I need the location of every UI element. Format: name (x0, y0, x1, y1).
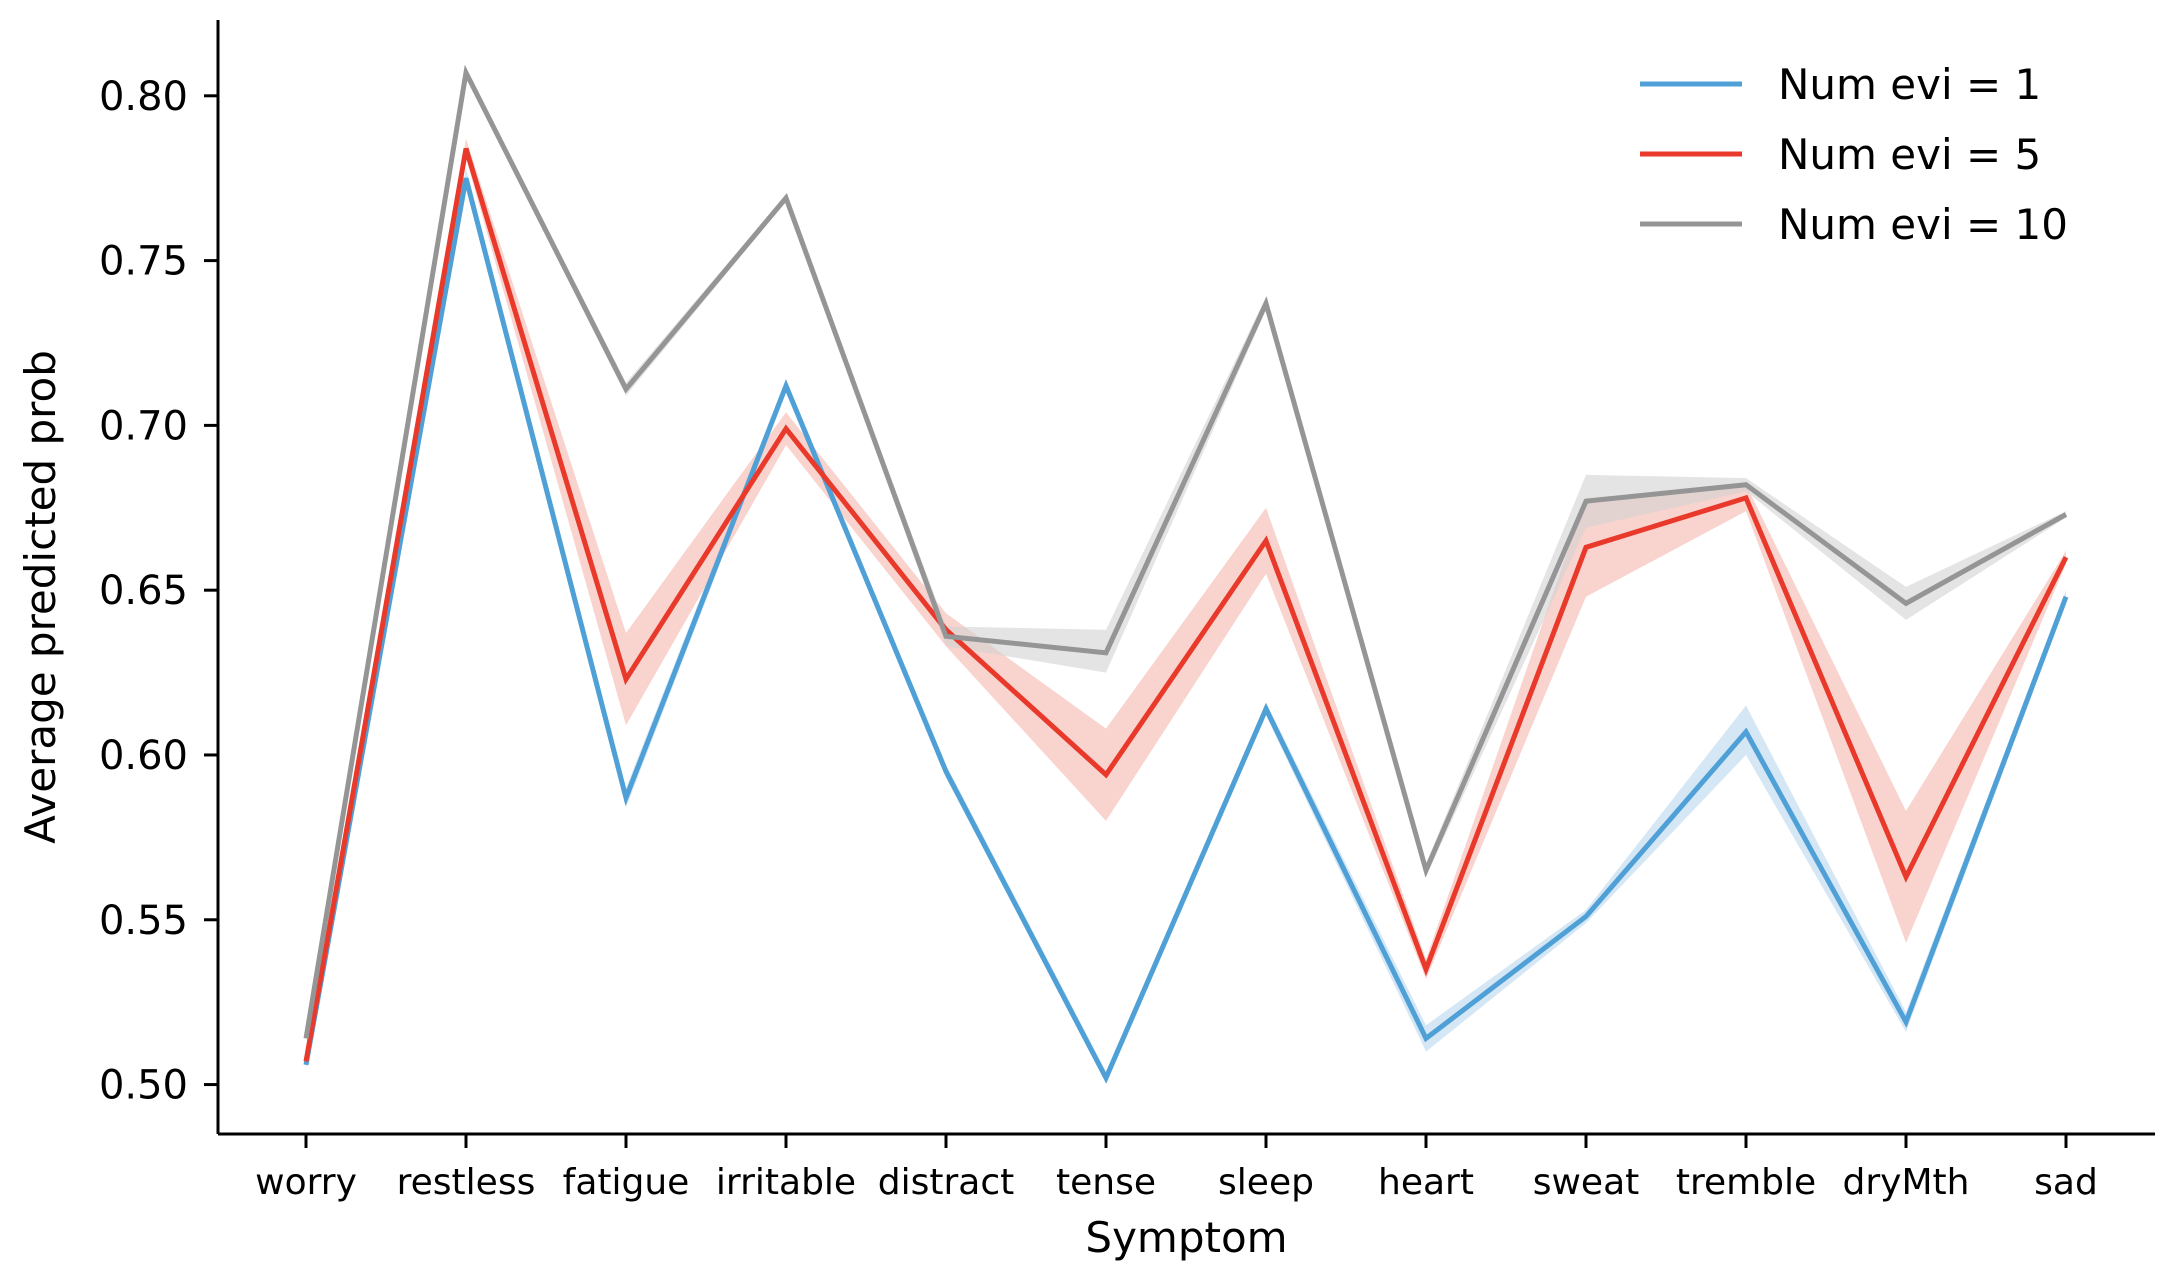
line-series-1 (303, 177, 2069, 1084)
x-tick-label: sleep (1218, 1162, 1314, 1203)
x-tick-label: sweat (1533, 1162, 1640, 1203)
y-tick-label: 0.70 (99, 403, 188, 449)
x-tick-label: distract (878, 1162, 1015, 1203)
x-tick-label: dryMth (1843, 1162, 1970, 1203)
x-tick-label: sad (2034, 1162, 2098, 1203)
legend-label: Num evi = 5 (1778, 130, 2041, 179)
y-tick-label: 0.50 (99, 1063, 188, 1109)
y-tick-label: 0.55 (99, 898, 188, 944)
legend-label: Num evi = 10 (1778, 200, 2068, 249)
y-tick-label: 0.65 (99, 568, 188, 614)
series-lines (303, 64, 2069, 1084)
line-series-3 (303, 64, 2068, 1039)
legend-label: Num evi = 1 (1778, 60, 2041, 109)
band-series-2 (306, 138, 2066, 1069)
x-tick-label: heart (1378, 1162, 1474, 1203)
x-tick-label: restless (397, 1162, 536, 1203)
y-tick-label: 0.80 (99, 74, 188, 120)
y-tick-label: 0.75 (99, 239, 188, 285)
x-axis-label: Symptom (1085, 1213, 1287, 1262)
ticks: 0.50 0.55 0.60 0.65 0.70 0.75 0.80 worry restles… (99, 74, 2098, 1203)
x-tick-label: irritable (716, 1162, 856, 1203)
x-tick-label: tremble (1676, 1162, 1816, 1203)
x-tick-label: tense (1056, 1162, 1156, 1203)
x-tick-label: fatigue (563, 1162, 690, 1203)
y-tick-label: 0.60 (99, 733, 188, 779)
axes (216, 20, 2155, 1136)
y-axis-label: Average predicted prob (16, 350, 65, 844)
x-tick-label: worry (255, 1162, 357, 1203)
line-series-2 (303, 147, 2069, 1062)
legend: Num evi = 1 Num evi = 5 Num evi = 10 (1640, 60, 2068, 249)
